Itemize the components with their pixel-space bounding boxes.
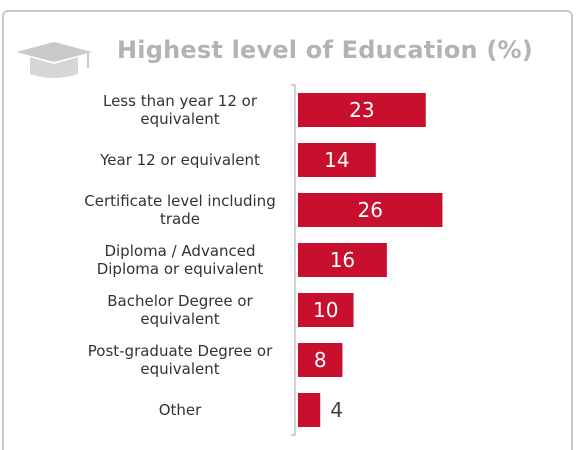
category-label: Certificate level including trade [84, 192, 275, 228]
category-label-line: Bachelor Degree or [107, 292, 253, 310]
category-label: Bachelor Degree or equivalent [107, 292, 253, 328]
bar [298, 293, 354, 327]
data-label: 16 [330, 248, 355, 272]
bar [298, 193, 443, 227]
category-label: Other [159, 401, 202, 419]
bar [298, 243, 387, 277]
bar [298, 343, 343, 377]
data-label: 4 [330, 398, 343, 422]
category-label-line: Year 12 or equivalent [99, 151, 260, 169]
bar [298, 393, 321, 427]
category-label: Year 12 or equivalent [99, 151, 260, 169]
chart-card [2, 10, 573, 450]
category-label: Diploma / Advanced Diploma or equivalent [97, 242, 264, 278]
category-label-line: Diploma or equivalent [97, 260, 264, 278]
chart-title: Highest level of Education (%) [117, 36, 533, 64]
category-label-line: Post-graduate Degree or [88, 342, 273, 360]
data-label: 26 [357, 198, 382, 222]
chart-header: Highest level of Education (%) [14, 30, 564, 80]
category-label: Less than year 12 or equivalent [103, 92, 258, 128]
category-label-line: Other [159, 401, 202, 419]
category-label-line: Less than year 12 or [103, 92, 258, 110]
category-label-line: equivalent [140, 360, 219, 378]
category-label-line: trade [160, 210, 200, 228]
category-label-line: Certificate level including [84, 192, 275, 210]
data-label: 8 [314, 348, 327, 372]
category-label-line: Diploma / Advanced [104, 242, 255, 260]
data-label: 10 [313, 298, 338, 322]
category-label: Post-graduate Degree or equivalent [88, 342, 273, 378]
graduation-cap-icon [16, 42, 92, 78]
data-label: 14 [324, 148, 349, 172]
category-label-line: equivalent [140, 310, 219, 328]
data-label: 23 [349, 98, 374, 122]
y-axis-line [291, 84, 296, 436]
category-label-line: equivalent [140, 110, 219, 128]
bar [298, 93, 426, 127]
bar [298, 143, 376, 177]
